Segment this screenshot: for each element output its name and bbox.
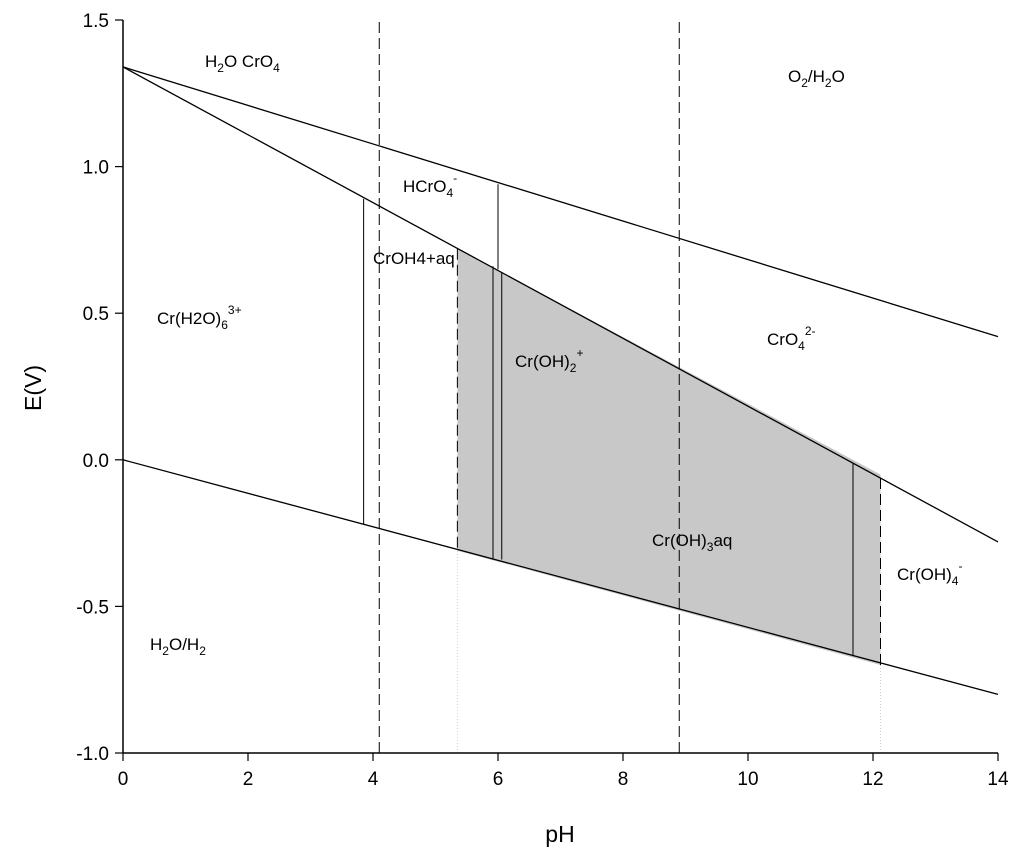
boundary-line-1: [122, 66, 999, 543]
label-croh4-aq: CrOH4+aq: [373, 249, 455, 268]
label-h2o-cro4: H2O CrO4: [205, 52, 280, 75]
plot-area: [122, 20, 999, 753]
x-tick-label: 14: [987, 769, 1009, 790]
y-tick-label: 1.0: [83, 158, 109, 179]
boundary-line-0: [122, 66, 999, 338]
y-tick-label: 1.5: [83, 11, 109, 32]
y-tick-label: 0.0: [83, 451, 109, 472]
y-tick-label: -0.5: [76, 597, 109, 618]
x-tick-label: 8: [618, 769, 629, 790]
x-tick-label: 2: [243, 769, 254, 790]
label-hcro4: HCrO4-: [403, 171, 457, 200]
y-tick-label: -1.0: [76, 744, 109, 765]
x-axis-title: pH: [545, 821, 574, 847]
label-cr-oh-4-minus: Cr(OH)4-: [897, 559, 962, 588]
shaded-region-cr-oh-3: [457, 248, 881, 666]
y-tick-label: 0.5: [83, 304, 109, 325]
x-tick-label: 10: [737, 769, 758, 790]
x-tick-label: 0: [118, 769, 129, 790]
boundary-line-2: [122, 459, 999, 695]
axes: 0 2 4 6 8 10 12 14 1.5 1.0 0.5 0.0 -0.5 -1.0: [76, 11, 1009, 790]
label-h2o-h2: H2O/H2: [150, 635, 206, 658]
label-cro4-2minus: CrO42-: [767, 324, 816, 353]
y-axis-title: E(V): [20, 365, 46, 411]
x-tick-label: 12: [862, 769, 883, 790]
x-tick-label: 6: [493, 769, 504, 790]
x-tick-label: 4: [368, 769, 379, 790]
label-o2-h2o: O2/H2O: [788, 67, 845, 90]
label-cr-h2o-6-3plus: Cr(H2O)63+: [157, 303, 242, 332]
